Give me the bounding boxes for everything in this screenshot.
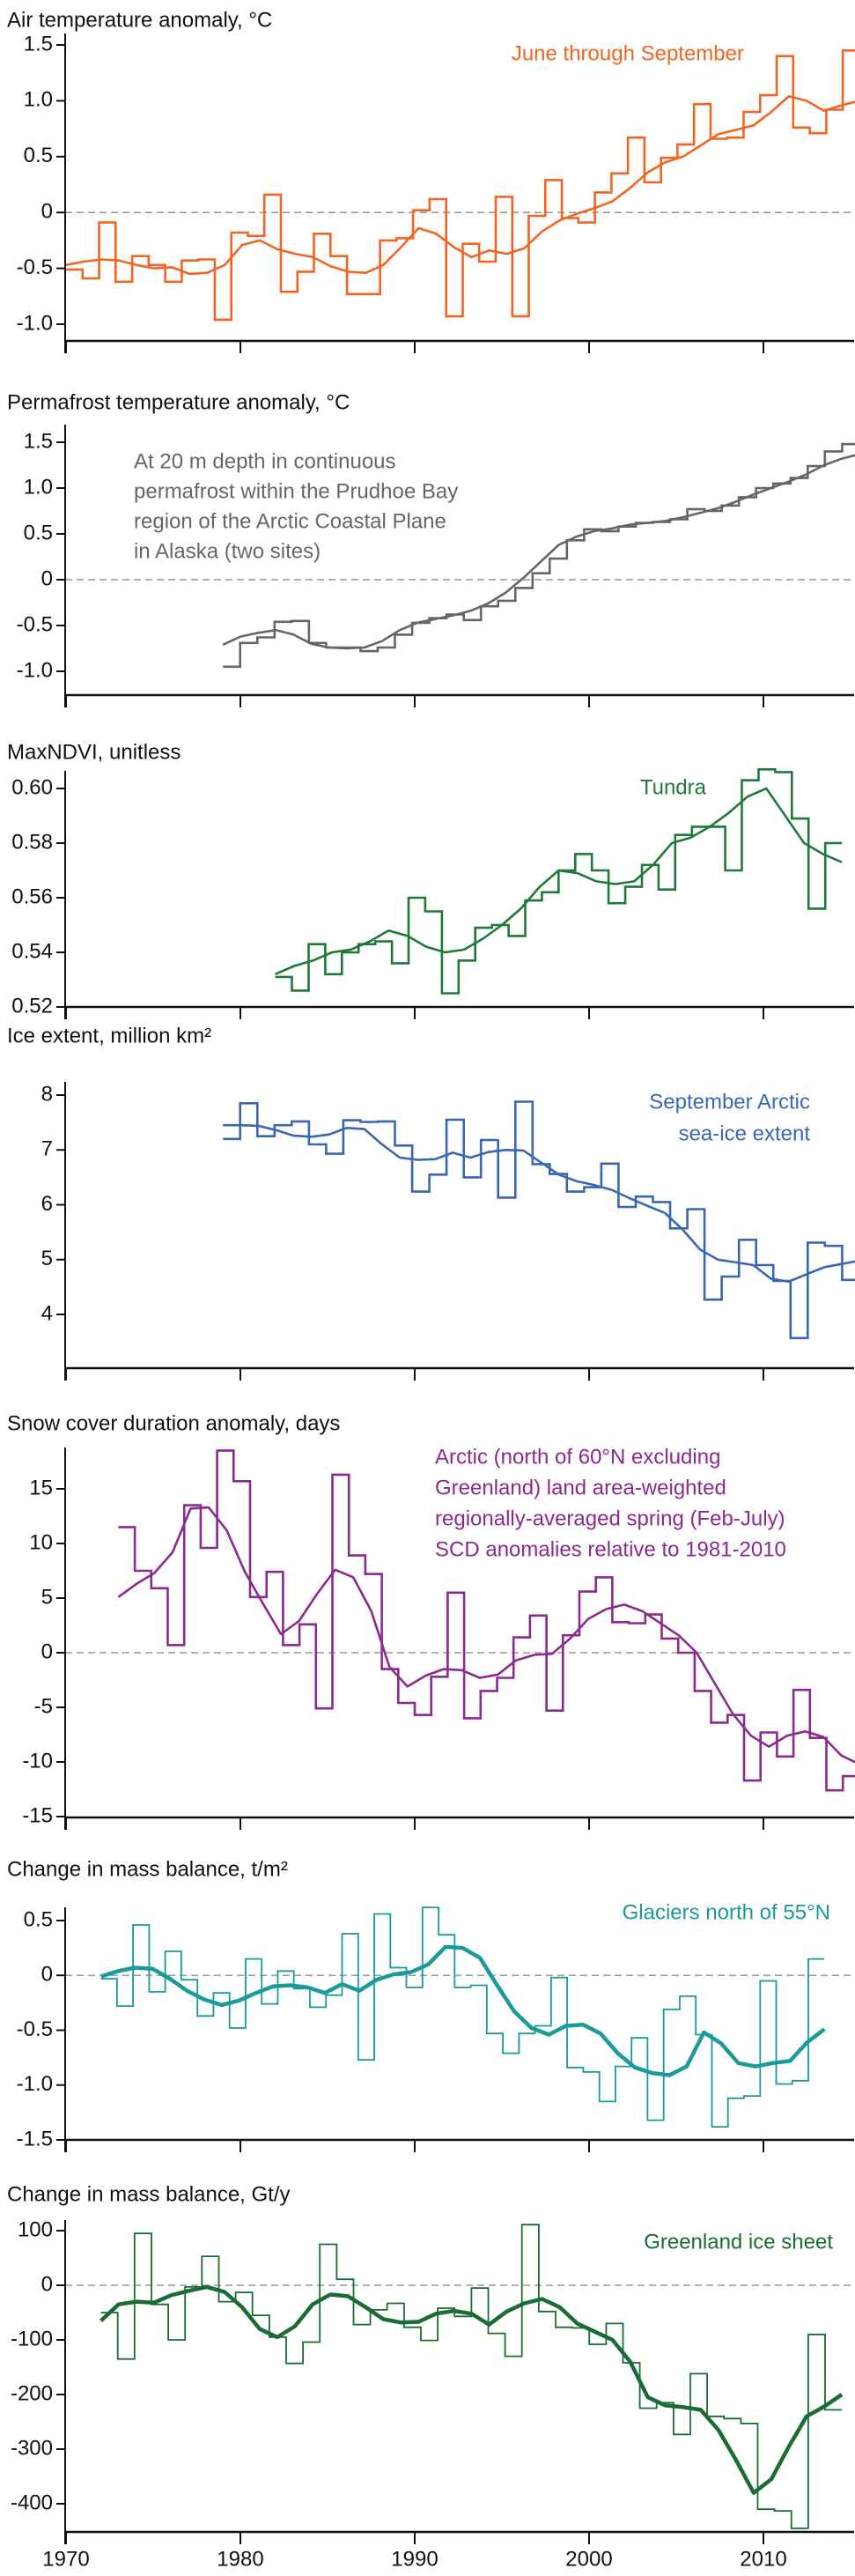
series-annotation: regionally-averaged spring (Feb-July) [435,1506,785,1530]
y-tick-label: 100 [18,2217,53,2241]
panel-7: Change in mass balance, Gt/y 100 0 -100 -200… [7,2182,854,2571]
panel-title: Snow cover duration anomaly, days [7,1411,340,1435]
panel-2: Permafrost temperature anomaly, °C 1.5 1.0… [7,390,855,707]
panel-4: Ice extent, million km² 8 7 6 5 4 September Ar… [7,1024,855,1381]
y-tick-label: -200 [11,2381,53,2405]
annual-step-series [66,49,855,322]
series-annotation: Tundra [640,775,707,799]
panel-title: Ice extent, million km² [7,1024,211,1047]
y-tick-label: 0.54 [11,939,53,963]
series-annotation: Arctic (north of 60°N excluding [435,1445,720,1469]
annual-step-series [118,1449,855,1792]
x-tick-label: 1970 [42,2547,89,2571]
panel-3: MaxNDVI, unitless 0.60 0.58 0.56 0.54 0.52 Tun… [7,740,854,1019]
y-tick-label: 0.58 [11,830,53,854]
panel-title: Permafrost temperature anomaly, °C [7,390,350,414]
smoothed-trend-line [117,1506,855,1764]
y-tick-label: 1.5 [24,32,53,56]
panel-title: Change in mass balance, Gt/y [7,2182,291,2206]
y-tick-label: -1.5 [17,2127,53,2150]
panel-title: Air temperature anomaly, °C [7,8,272,32]
annual-step-series [223,1100,855,1340]
y-tick-label: 0.60 [11,775,53,799]
series-annotation: June through September [512,41,744,65]
series-annotation: Glaciers north of 55°N [623,1900,830,1924]
series-annotation: Greenland) land area-weighted [435,1476,726,1499]
y-tick-label: -0.5 [17,2017,53,2041]
y-tick-label: 15 [29,1476,53,1499]
y-tick-label: 6 [41,1192,53,1216]
y-tick-label: -1.0 [17,658,53,682]
y-tick-label: -0.5 [17,612,53,636]
y-tick-label: -1.0 [17,2072,53,2096]
y-tick-label: 0.5 [24,521,53,544]
y-tick-label: 0.5 [24,1907,53,1931]
y-tick-label: -15 [22,1803,53,1827]
y-tick-label: 7 [41,1137,53,1161]
panel-5: Snow cover duration anomaly, days 15 10 5 0 -… [7,1411,855,1830]
x-tick-label: 1980 [217,2547,263,2571]
smoothed-trend-line [100,1944,826,2077]
y-tick-label: -300 [11,2436,53,2460]
series-annotation: in Alaska (two sites) [134,539,321,563]
series-annotation: Greenland ice sheet [644,2230,833,2254]
y-tick-label: -400 [11,2491,53,2514]
smoothed-trend-line [222,454,855,650]
y-tick-label: 5 [41,1585,53,1609]
y-tick-label: -10 [22,1749,53,1773]
y-tick-label: 1.0 [24,88,53,112]
smoothed-trend-line [65,95,855,276]
y-tick-label: 10 [29,1530,53,1554]
panel-1: Air temperature anomaly, °C1.5 1.0 0.5 0 -0.… [7,8,855,353]
series-annotation: region of the Arctic Coastal Plane [134,509,446,533]
y-tick-label: 0 [41,1640,53,1663]
y-tick-label: 0 [41,566,53,590]
y-tick-label: 0.56 [11,885,53,908]
x-tick-label: 1990 [391,2547,438,2571]
x-tick-label: 2010 [740,2547,786,2571]
smoothed-trend-line [223,1123,855,1283]
y-tick-label: 4 [41,1301,53,1325]
y-tick-label: 0 [41,1963,53,1987]
panel-title: MaxNDVI, unitless [7,740,181,764]
series-annotation: September Arctic [649,1090,810,1114]
y-tick-label: 0 [41,2272,53,2296]
x-tick-label: 2000 [565,2547,612,2571]
smoothed-trend-line [100,2284,844,2495]
smoothed-trend-line [275,787,843,975]
series-annotation: SCD anomalies relative to 1981-2010 [435,1537,786,1561]
panel-title: Change in mass balance, t/m² [7,1857,288,1881]
y-tick-label: 5 [41,1247,53,1270]
y-tick-label: -5 [34,1694,53,1718]
y-tick-label: 8 [41,1082,53,1106]
annual-step-series [100,2224,843,2529]
y-tick-label: 0.52 [11,994,53,1018]
y-tick-label: -1.0 [17,311,53,335]
y-tick-label: -100 [11,2327,53,2350]
series-annotation: permafrost within the Prudhoe Bay [134,479,458,503]
annual-step-series [275,768,843,995]
y-tick-label: -0.5 [17,255,53,279]
series-annotation: sea-ice extent [679,1121,811,1145]
y-tick-label: 1.5 [24,429,53,453]
y-tick-label: 0.5 [24,144,53,167]
y-tick-label: 0 [41,200,53,224]
annual-step-series [100,1906,825,2128]
panel-6: Change in mass balance, t/m² 0.5 0 -0.5 -1.0… [7,1857,854,2152]
series-annotation: At 20 m depth in continuous [134,449,396,473]
y-tick-label: 1.0 [24,475,53,499]
